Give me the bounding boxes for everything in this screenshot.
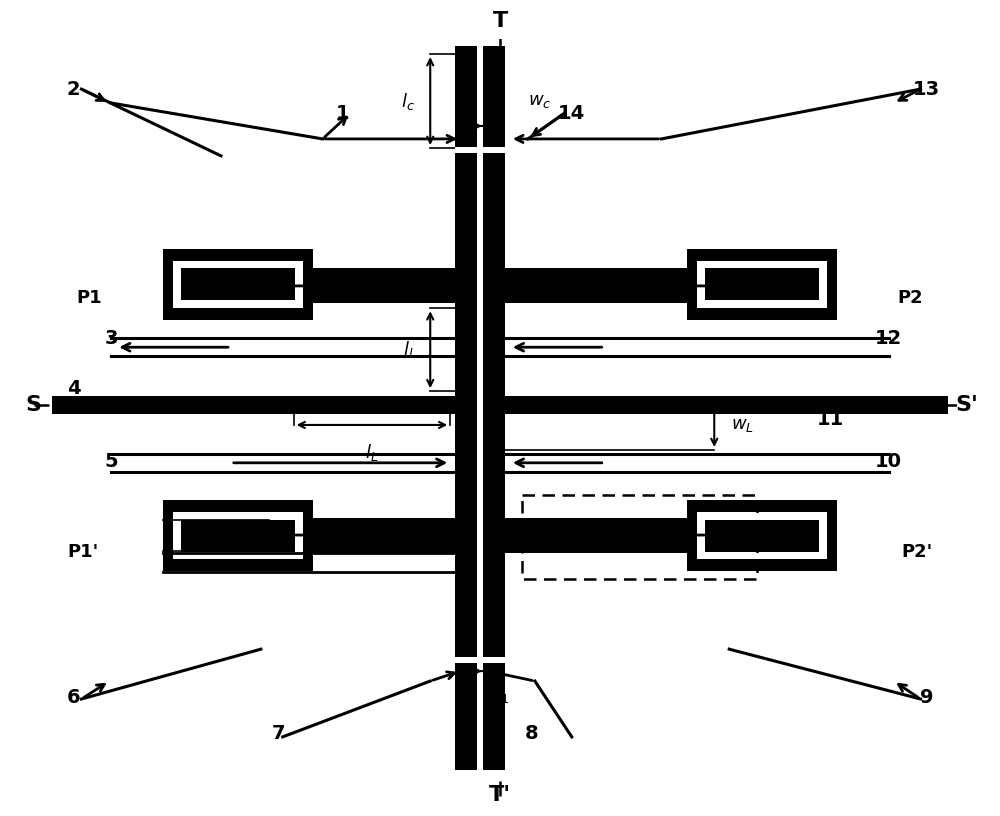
Bar <box>455 47 505 153</box>
Bar <box>705 520 819 552</box>
Text: P2': P2' <box>901 543 932 561</box>
Text: $s_1$: $s_1$ <box>491 687 509 705</box>
Bar <box>697 512 827 560</box>
Bar <box>455 657 505 663</box>
Bar <box>687 249 837 321</box>
Text: 5: 5 <box>105 452 118 472</box>
Text: 7: 7 <box>272 725 286 743</box>
Text: 4: 4 <box>67 379 80 397</box>
Bar <box>477 657 483 769</box>
Bar <box>52 396 455 414</box>
Bar <box>477 47 483 769</box>
Text: P1': P1' <box>68 543 99 561</box>
Text: P1: P1 <box>77 290 102 308</box>
Bar <box>705 268 819 300</box>
Bar <box>505 268 837 304</box>
Bar <box>181 520 295 552</box>
Text: 14: 14 <box>558 104 585 122</box>
Bar <box>181 268 295 300</box>
Text: 2: 2 <box>67 80 80 99</box>
Bar <box>483 47 505 769</box>
Bar <box>163 499 313 571</box>
Text: 1: 1 <box>336 104 349 122</box>
Bar <box>505 517 837 552</box>
Text: 9: 9 <box>920 688 933 707</box>
Bar <box>477 47 483 153</box>
Text: 3: 3 <box>105 329 118 348</box>
Text: 8: 8 <box>525 725 539 743</box>
Bar <box>455 47 477 769</box>
Text: $w_1$: $w_1$ <box>215 526 239 544</box>
Text: 13: 13 <box>913 80 940 99</box>
Text: S': S' <box>955 395 978 415</box>
Bar <box>163 517 455 552</box>
Bar <box>163 268 455 304</box>
Text: $l_l$: $l_l$ <box>403 339 414 360</box>
Text: S: S <box>26 395 42 415</box>
Text: $w_L$: $w_L$ <box>731 416 754 434</box>
Bar <box>687 499 837 571</box>
Text: $w_c$: $w_c$ <box>528 92 552 110</box>
Bar <box>455 657 505 769</box>
Text: P2: P2 <box>898 290 923 308</box>
Bar <box>173 512 303 560</box>
Text: T': T' <box>489 785 511 805</box>
Bar <box>163 249 313 321</box>
Bar <box>173 260 303 308</box>
Text: 11: 11 <box>817 410 844 429</box>
Text: 12: 12 <box>875 329 902 348</box>
Bar <box>505 396 948 414</box>
Text: 10: 10 <box>875 452 902 472</box>
Text: T: T <box>492 11 508 31</box>
Bar <box>455 147 505 153</box>
Bar <box>697 260 827 308</box>
Text: $l_L$: $l_L$ <box>365 442 379 463</box>
Text: 6: 6 <box>67 688 80 707</box>
Text: $l_c$: $l_c$ <box>401 91 415 112</box>
